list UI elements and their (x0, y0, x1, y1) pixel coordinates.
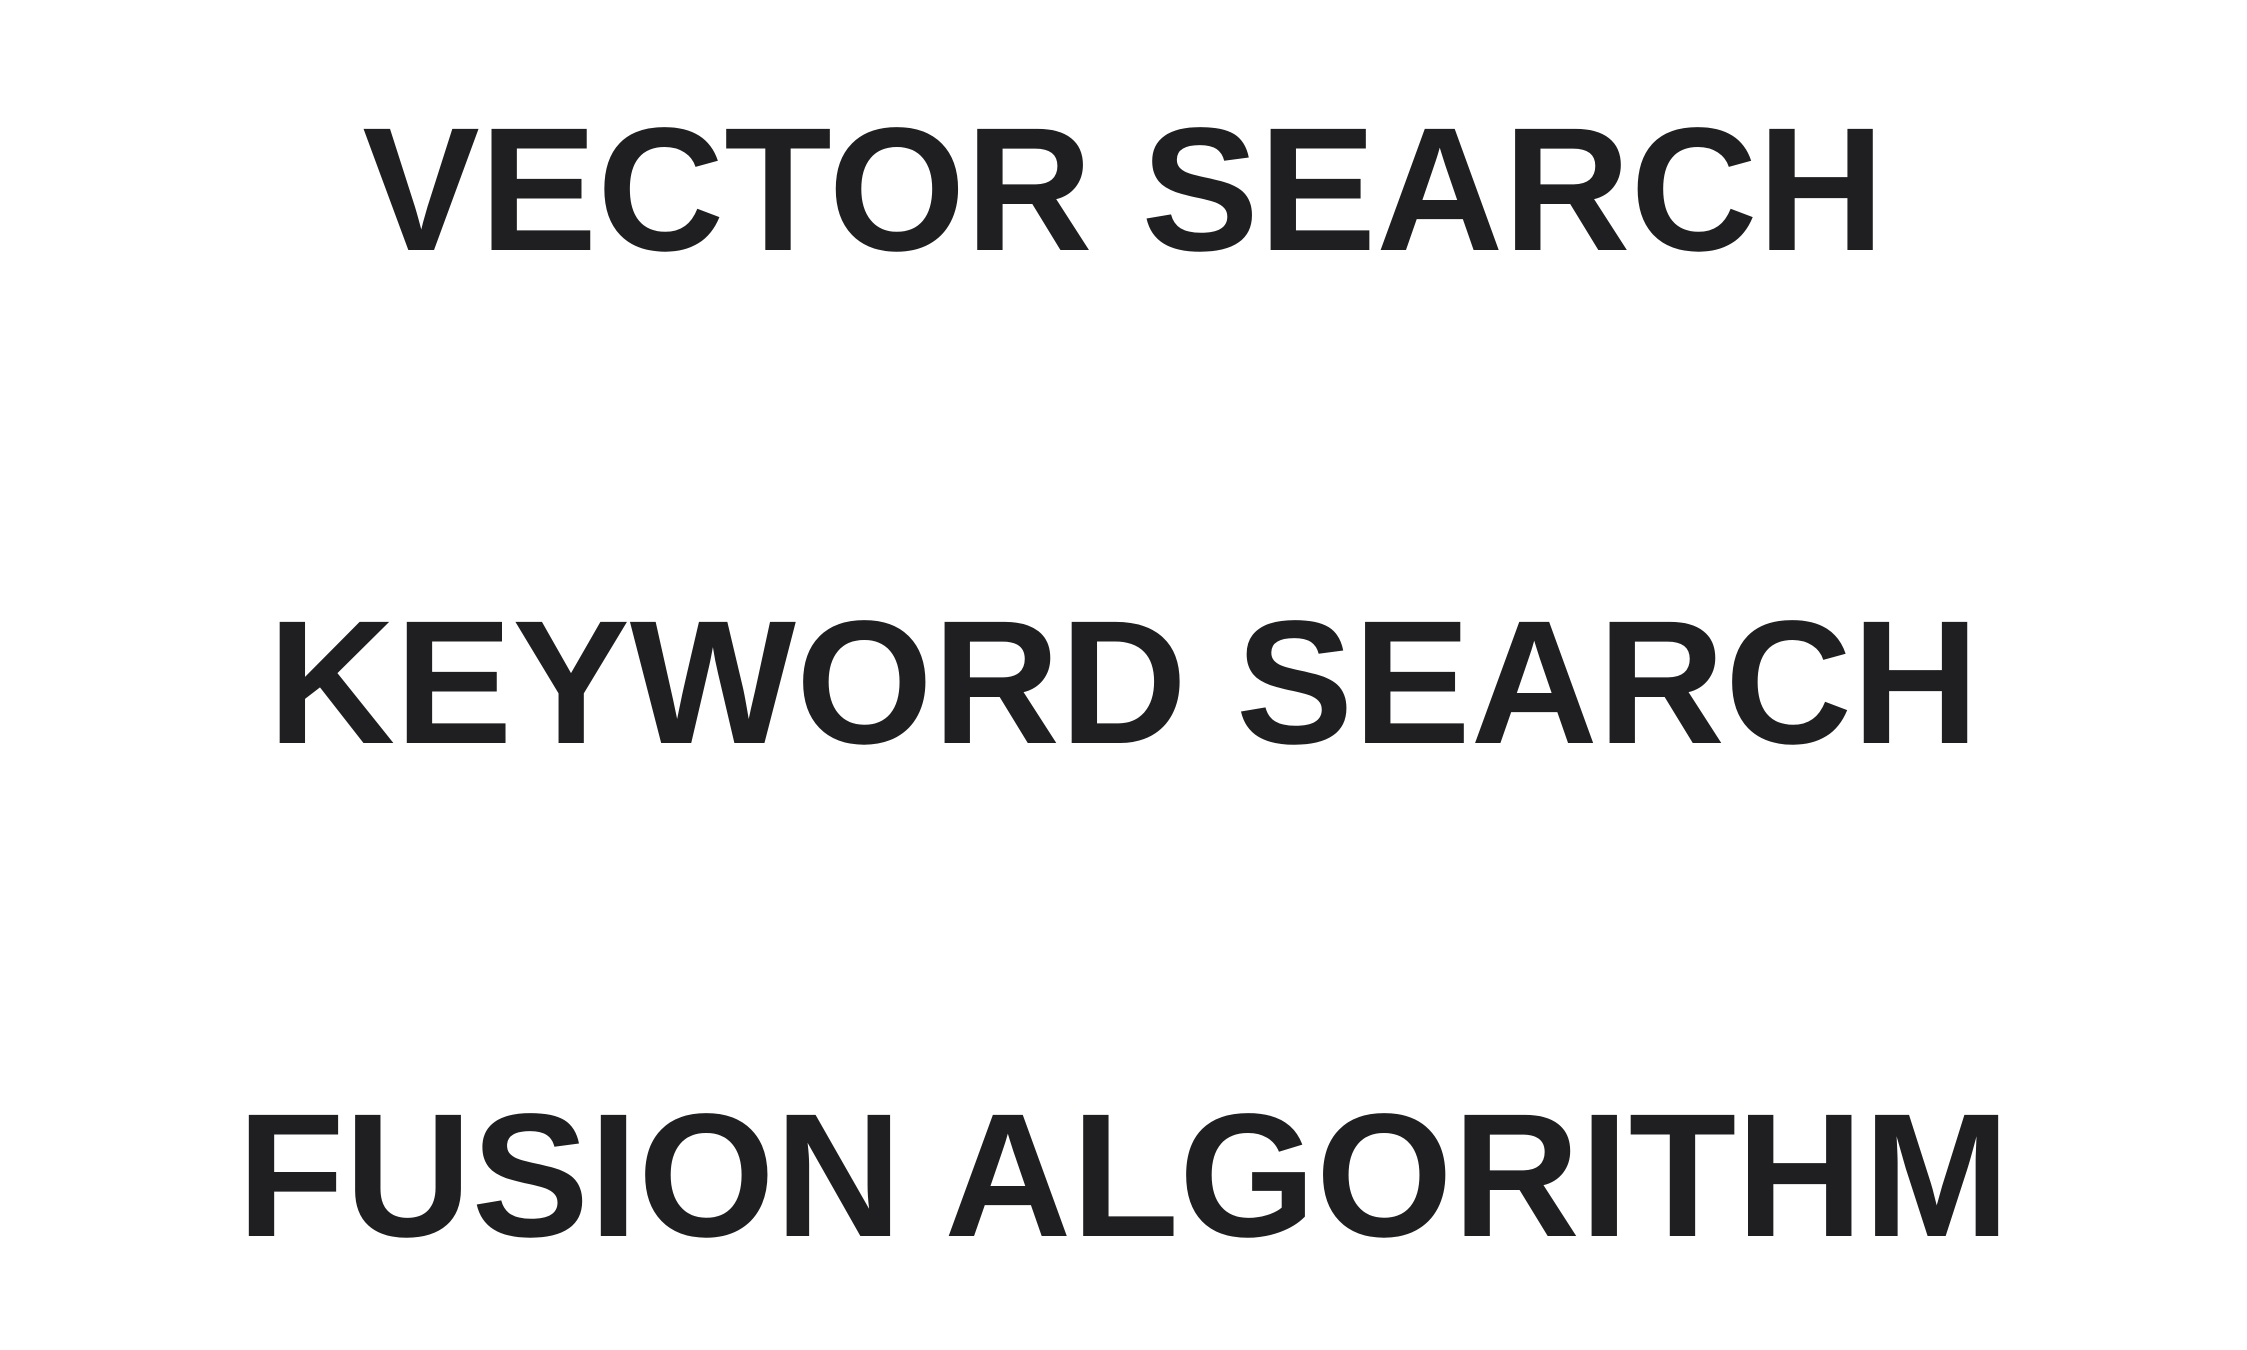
vector-search-heading: VECTOR SEARCH (362, 92, 1885, 288)
fusion-algorithm-heading: FUSION ALGORITHM (237, 1078, 2010, 1274)
keyword-search-heading: KEYWORD SEARCH (267, 585, 1980, 781)
